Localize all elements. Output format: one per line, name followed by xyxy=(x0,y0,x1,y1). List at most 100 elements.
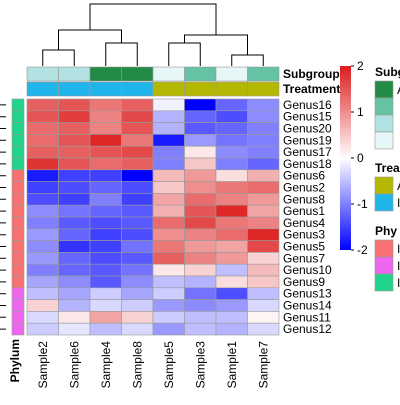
heatmap-cell xyxy=(26,134,59,147)
treatment-cell xyxy=(184,81,217,97)
heatmap-cell xyxy=(89,98,122,112)
heatmap-cell xyxy=(26,240,59,253)
legend-subgroup-title: Subgr xyxy=(375,65,400,79)
heatmap-cell xyxy=(184,145,217,159)
heatmap-cell xyxy=(247,110,280,123)
heatmap-cell xyxy=(215,311,248,324)
heatmap-cell xyxy=(58,110,91,123)
heatmap-cell xyxy=(215,204,248,218)
phylum-label: Phylum xyxy=(8,339,22,382)
genus-label: Genus5 xyxy=(283,240,325,254)
heatmap-cell xyxy=(247,287,280,300)
sample-label: Sample1 xyxy=(225,341,239,389)
heatmap-cell xyxy=(247,263,280,277)
sample-label: Sample5 xyxy=(162,341,176,389)
legend-phylum-item: I xyxy=(397,242,400,256)
heatmap-cell xyxy=(215,275,248,289)
heatmap-cell xyxy=(89,275,122,289)
heatmap-cell xyxy=(121,181,154,194)
heatmap-cell xyxy=(89,204,122,218)
heatmap-cell xyxy=(58,204,91,218)
heatmap-cell xyxy=(215,122,248,135)
heatmap-cell xyxy=(184,228,217,241)
heatmap-cell xyxy=(184,275,217,289)
genus-label: Genus18 xyxy=(283,157,332,171)
heatmap-cell xyxy=(58,134,91,147)
heatmap-cell xyxy=(152,145,185,159)
heatmap-cell xyxy=(26,287,59,300)
heatmap-cell xyxy=(215,98,248,112)
heatmap-cell xyxy=(215,299,248,312)
legend-treatment-item: I xyxy=(397,196,400,210)
column-dendrogram xyxy=(42,3,264,66)
legend-subgroup-swatch xyxy=(374,131,394,150)
phylum-cell xyxy=(11,145,25,159)
genus-label: Genus2 xyxy=(283,181,325,195)
heatmap-cell xyxy=(152,98,185,112)
heatmap-cell xyxy=(89,122,122,135)
legend-treatment-title: Trea xyxy=(375,161,400,175)
heatmap-cell xyxy=(26,145,59,159)
phylum-cell xyxy=(11,216,25,230)
sample-label: Sample2 xyxy=(36,341,50,389)
subgroup-cell xyxy=(89,66,122,82)
heatmap-cell xyxy=(89,263,122,277)
heatmap-cell xyxy=(247,157,280,171)
heatmap-cell xyxy=(152,299,185,312)
heatmap-cell xyxy=(121,216,154,230)
heatmap-cell xyxy=(58,252,91,265)
phylum-cell xyxy=(11,263,25,277)
heatmap-cell xyxy=(184,157,217,171)
heatmap-cell xyxy=(26,263,59,277)
heatmap-cell xyxy=(152,240,185,253)
heatmap-cell xyxy=(58,122,91,135)
heatmap-cell xyxy=(215,145,248,159)
heatmap-cell xyxy=(152,287,185,300)
legend-phylum-swatch xyxy=(374,256,394,275)
heatmap-cell xyxy=(184,216,217,230)
treatment-cell xyxy=(247,81,280,97)
heatmap-cell xyxy=(247,122,280,135)
heatmap-cell xyxy=(121,204,154,218)
phylum-cell xyxy=(11,275,25,289)
heatmap-cell xyxy=(152,181,185,194)
heatmap-cell xyxy=(121,110,154,123)
heatmap-cell xyxy=(26,110,59,123)
heatmap-cell xyxy=(26,299,59,312)
heatmap-cell xyxy=(26,204,59,218)
heatmap-cell xyxy=(58,169,91,182)
phylum-cell xyxy=(11,322,25,336)
heatmap-cell xyxy=(58,311,91,324)
heatmap-cell xyxy=(215,322,248,336)
phylum-cell xyxy=(11,204,25,218)
subgroup-cell xyxy=(58,66,91,82)
heatmap-cell xyxy=(58,193,91,206)
heatmap-cell xyxy=(152,322,185,336)
heatmap-cell xyxy=(121,322,154,336)
heatmap-cell xyxy=(247,299,280,312)
heatmap-cell xyxy=(184,322,217,336)
heatmap-cell xyxy=(184,299,217,312)
genus-label: Genus16 xyxy=(283,98,332,112)
heatmap-cell xyxy=(184,181,217,194)
legend-subgroup-item: A xyxy=(397,83,400,97)
legend-treatment-swatch xyxy=(374,176,394,195)
heatmap-cell xyxy=(247,134,280,147)
heatmap-cell xyxy=(26,157,59,171)
heatmap-cell xyxy=(247,311,280,324)
heatmap-cell xyxy=(215,134,248,147)
heatmap-cell xyxy=(184,252,217,265)
treatment-cell xyxy=(26,81,59,97)
phylum-cell xyxy=(11,181,25,194)
legend-subgroup-swatch xyxy=(374,80,394,99)
heatmap-cell xyxy=(26,322,59,336)
phylum-cell xyxy=(11,134,25,147)
heatmap-cell xyxy=(152,216,185,230)
heatmap-cell xyxy=(121,263,154,277)
heatmap-cell xyxy=(152,228,185,241)
heatmap-cell xyxy=(184,98,217,112)
phylum-cell xyxy=(11,98,25,112)
phylum-cell xyxy=(11,157,25,171)
color-scale-tick-label: 1 xyxy=(357,105,364,119)
